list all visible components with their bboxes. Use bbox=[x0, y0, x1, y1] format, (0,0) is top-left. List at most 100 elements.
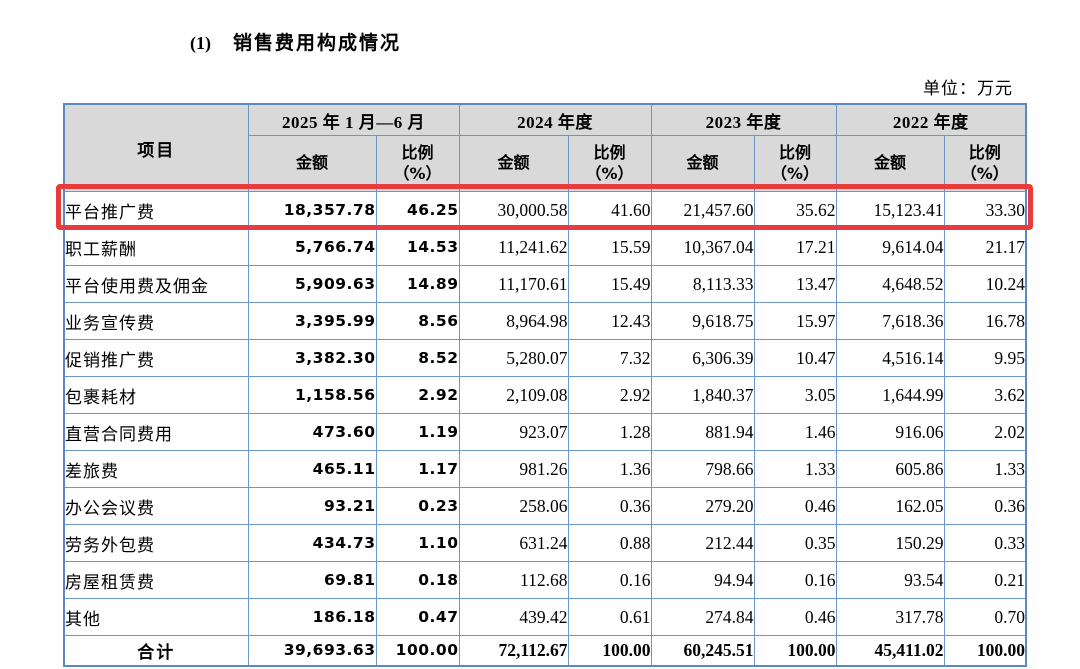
value-cell: 72,112.67 bbox=[458, 635, 569, 666]
value-cell: 17.21 bbox=[753, 228, 837, 266]
ratio-label: 比例 bbox=[401, 142, 434, 162]
value-cell: 0.70 bbox=[943, 598, 1027, 636]
value-cell: 14.53 bbox=[375, 228, 460, 266]
value-cell: 434.73 bbox=[247, 524, 377, 562]
value-cell: 0.23 bbox=[375, 487, 460, 525]
item-cell: 业务宣传费 bbox=[63, 302, 249, 340]
value-cell: 1,840.37 bbox=[650, 376, 755, 414]
value-cell: 150.29 bbox=[835, 524, 945, 562]
value-cell: 8.52 bbox=[375, 339, 460, 377]
value-cell: 46.25 bbox=[375, 191, 460, 229]
table-row-highlighted: 平台推广费 18,357.78 46.25 30,000.58 41.60 21,457.… bbox=[63, 191, 1027, 229]
value-cell: 45,411.02 bbox=[835, 635, 945, 666]
value-cell: 1.33 bbox=[943, 450, 1027, 488]
value-cell: 15.49 bbox=[567, 265, 652, 303]
value-cell: 7,618.36 bbox=[835, 302, 945, 340]
table-row: 职工薪酬 5,766.74 14.53 11,241.62 15.59 10,367.04… bbox=[63, 228, 1027, 266]
value-cell: 317.78 bbox=[835, 598, 945, 636]
header-period-row: 项目 2025 年 1 月—6 月 2024 年度 2023 年度 2022 年… bbox=[63, 103, 1027, 192]
value-cell: 100.00 bbox=[753, 635, 837, 666]
header-ratio: 比例 （%） bbox=[567, 135, 652, 192]
value-cell: 14.89 bbox=[375, 265, 460, 303]
section-number: (1) bbox=[190, 33, 211, 53]
value-cell: 0.46 bbox=[753, 487, 837, 525]
value-cell: 473.60 bbox=[247, 413, 377, 451]
value-cell: 0.36 bbox=[567, 487, 652, 525]
value-cell: 15.59 bbox=[567, 228, 652, 266]
value-cell: 0.16 bbox=[567, 561, 652, 599]
value-cell: 0.61 bbox=[567, 598, 652, 636]
value-cell: 10.24 bbox=[943, 265, 1027, 303]
value-cell: 981.26 bbox=[458, 450, 569, 488]
item-cell: 合计 bbox=[63, 635, 249, 666]
header-ratio: 比例 （%） bbox=[753, 135, 837, 192]
value-cell: 9,618.75 bbox=[650, 302, 755, 340]
value-cell: 279.20 bbox=[650, 487, 755, 525]
value-cell: 10,367.04 bbox=[650, 228, 755, 266]
value-cell: 60,245.51 bbox=[650, 635, 755, 666]
value-cell: 6,306.39 bbox=[650, 339, 755, 377]
value-cell: 11,170.61 bbox=[458, 265, 569, 303]
value-cell: 7.32 bbox=[567, 339, 652, 377]
table-row: 包裹耗材 1,158.56 2.92 2,109.08 2.92 1,840.37 3.05… bbox=[63, 376, 1027, 414]
table-row: 直营合同费用 473.60 1.19 923.07 1.28 881.94 1.46 916.… bbox=[63, 413, 1027, 451]
value-cell: 162.05 bbox=[835, 487, 945, 525]
value-cell: 1.17 bbox=[375, 450, 460, 488]
value-cell: 1.46 bbox=[753, 413, 837, 451]
item-cell: 差旅费 bbox=[63, 450, 249, 488]
value-cell: 0.16 bbox=[753, 561, 837, 599]
value-cell: 916.06 bbox=[835, 413, 945, 451]
table-row: 房屋租赁费 69.81 0.18 112.68 0.16 94.94 0.16 93.54 0.… bbox=[63, 561, 1027, 599]
ratio-label: 比例 bbox=[968, 142, 1001, 162]
value-cell: 13.47 bbox=[753, 265, 837, 303]
ratio-percent-label: （%） bbox=[960, 163, 1009, 183]
value-cell: 258.06 bbox=[458, 487, 569, 525]
header-amount: 金额 bbox=[247, 135, 377, 192]
value-cell: 18,357.78 bbox=[247, 191, 377, 229]
value-cell: 0.33 bbox=[943, 524, 1027, 562]
value-cell: 0.36 bbox=[943, 487, 1027, 525]
header-amount: 金额 bbox=[458, 135, 569, 192]
value-cell: 100.00 bbox=[567, 635, 652, 666]
header-amount: 金额 bbox=[650, 135, 755, 192]
value-cell: 9.95 bbox=[943, 339, 1027, 377]
ratio-percent-label: （%） bbox=[585, 163, 634, 183]
unit-label: 单位：万元 bbox=[923, 79, 1013, 98]
value-cell: 186.18 bbox=[247, 598, 377, 636]
value-cell: 0.21 bbox=[943, 561, 1027, 599]
value-cell: 69.81 bbox=[247, 561, 377, 599]
value-cell: 11,241.62 bbox=[458, 228, 569, 266]
header-sub-row: 金额 比例 （%） 金额 比例 （%） 金额 比例 （%） 金额 比例 （%） bbox=[64, 135, 1027, 192]
item-cell: 职工薪酬 bbox=[63, 228, 249, 266]
value-cell: 12.43 bbox=[567, 302, 652, 340]
value-cell: 1,644.99 bbox=[835, 376, 945, 414]
value-cell: 798.66 bbox=[650, 450, 755, 488]
item-cell: 办公会议费 bbox=[63, 487, 249, 525]
value-cell: 1,158.56 bbox=[247, 376, 377, 414]
table-body: 平台推广费 18,357.78 46.25 30,000.58 41.60 21,457.… bbox=[63, 191, 1027, 666]
table-row: 促销推广费 3,382.30 8.52 5,280.07 7.32 6,306.39 10.… bbox=[63, 339, 1027, 377]
item-cell: 直营合同费用 bbox=[63, 413, 249, 451]
value-cell: 0.18 bbox=[375, 561, 460, 599]
table-row: 其他 186.18 0.47 439.42 0.61 274.84 0.46 317.78 0.… bbox=[63, 598, 1027, 636]
header-period-2023: 2023 年度 bbox=[650, 103, 837, 136]
value-cell: 5,280.07 bbox=[458, 339, 569, 377]
value-cell: 881.94 bbox=[650, 413, 755, 451]
value-cell: 1.10 bbox=[375, 524, 460, 562]
value-cell: 93.54 bbox=[835, 561, 945, 599]
value-cell: 8,113.33 bbox=[650, 265, 755, 303]
item-cell: 房屋租赁费 bbox=[63, 561, 249, 599]
value-cell: 439.42 bbox=[458, 598, 569, 636]
expense-table-wrap: 项目 2025 年 1 月—6 月 2024 年度 2023 年度 2022 年… bbox=[56, 103, 1033, 667]
value-cell: 0.46 bbox=[753, 598, 837, 636]
page-title: 销售费用构成情况 bbox=[233, 32, 402, 54]
value-cell: 465.11 bbox=[247, 450, 377, 488]
value-cell: 93.21 bbox=[247, 487, 377, 525]
value-cell: 1.19 bbox=[375, 413, 460, 451]
header-ratio: 比例 （%） bbox=[943, 135, 1027, 192]
table-total-row: 合计 39,693.63 100.00 72,112.67 100.00 60,245.5… bbox=[63, 635, 1027, 666]
table-row: 劳务外包费 434.73 1.10 631.24 0.88 212.44 0.35 150.2… bbox=[63, 524, 1027, 562]
value-cell: 0.35 bbox=[753, 524, 837, 562]
value-cell: 30,000.58 bbox=[458, 191, 569, 229]
value-cell: 100.00 bbox=[943, 635, 1027, 666]
